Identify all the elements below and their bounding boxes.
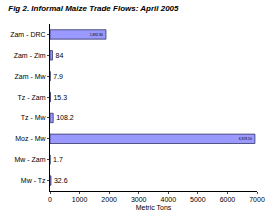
svg-text:15.3: 15.3: [53, 94, 67, 101]
svg-text:7000: 7000: [249, 196, 265, 203]
svg-text:4000: 4000: [161, 196, 177, 203]
svg-text:Tz - Mw: Tz - Mw: [21, 114, 47, 121]
svg-text:84: 84: [55, 52, 63, 59]
svg-text:3000: 3000: [131, 196, 147, 203]
svg-text:Zam - DRC: Zam - DRC: [10, 31, 45, 38]
svg-text:0: 0: [48, 196, 52, 203]
svg-text:6,929.50: 6,929.50: [239, 137, 252, 141]
svg-text:Zam - Zim: Zam - Zim: [14, 52, 46, 59]
svg-text:Mw - Tz: Mw - Tz: [21, 177, 46, 184]
svg-text:6000: 6000: [220, 196, 236, 203]
svg-text:Fig 2. Informal Maize Trade Fl: Fig 2. Informal Maize Trade Flows: April…: [8, 4, 179, 13]
svg-text:Moz - Mw: Moz - Mw: [15, 135, 46, 142]
svg-text:108.2: 108.2: [56, 114, 74, 121]
svg-text:1000: 1000: [72, 196, 88, 203]
svg-text:Tz - Zam: Tz - Zam: [18, 94, 46, 101]
svg-text:1,892.80: 1,892.80: [90, 33, 103, 37]
svg-text:Metric Tons: Metric Tons: [136, 204, 172, 211]
svg-text:1.7: 1.7: [53, 156, 63, 163]
svg-text:7.9: 7.9: [53, 73, 63, 80]
svg-text:2000: 2000: [101, 196, 117, 203]
svg-text:32.6: 32.6: [54, 177, 68, 184]
svg-text:Zam - Mw: Zam - Mw: [14, 73, 46, 80]
svg-text:5000: 5000: [190, 196, 206, 203]
svg-text:Mw - Zam: Mw - Zam: [14, 156, 45, 163]
